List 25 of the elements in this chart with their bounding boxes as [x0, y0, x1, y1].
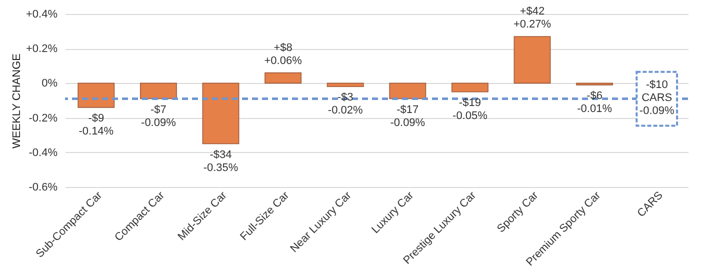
bar — [514, 36, 551, 84]
bar — [78, 82, 115, 108]
y-tick-label: +0.4% — [26, 8, 58, 20]
data-label: -$17 -0.09% — [390, 104, 426, 129]
y-axis-title: WEEKLY CHANGE — [11, 54, 24, 148]
data-label: -$19 -0.05% — [452, 96, 488, 122]
data-label: +$8 +0.06% — [264, 42, 302, 67]
data-label: -$7 -0.09% — [141, 104, 176, 129]
data-label: -$9 -0.14% — [78, 112, 114, 138]
data-label: +$42 +0.27% — [513, 5, 552, 30]
bar — [264, 72, 302, 84]
y-tick-label: 0% — [42, 78, 58, 90]
data-label: -$3 -0.02% — [328, 92, 363, 117]
ref-line-label: -$10 CARS -0.09% — [639, 78, 674, 117]
bar — [389, 82, 426, 100]
bar — [451, 82, 488, 92]
data-label: -$34 -0.35% — [203, 148, 238, 174]
y-tick-label: -0.2% — [28, 112, 58, 124]
bar — [140, 82, 177, 100]
y-tick-label: -0.4% — [28, 146, 58, 159]
bar — [326, 82, 364, 88]
bar — [202, 82, 240, 144]
y-tick-label: -0.6% — [28, 182, 58, 194]
y-tick-label: +0.2% — [26, 43, 58, 56]
data-label: -$6 -0.01% — [577, 90, 612, 115]
